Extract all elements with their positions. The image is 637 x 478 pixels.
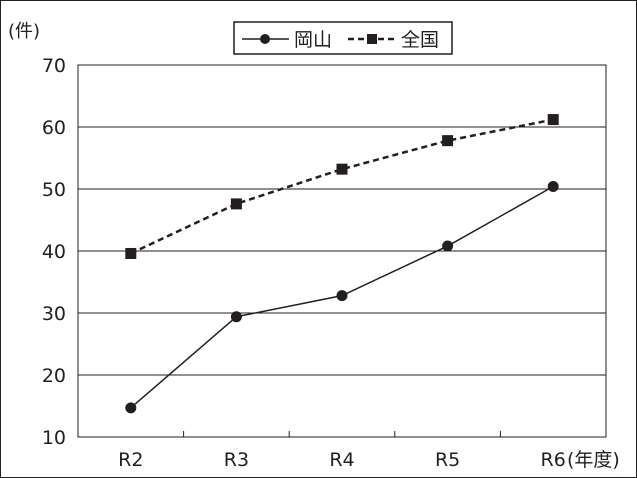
y-tick-label-60: 60 [42,117,66,139]
x-tick-label-R2: R2 [118,449,143,471]
legend-national-label: 全国 [401,29,439,51]
x-tick-label-R6: R6 [541,449,566,471]
series-national [125,114,559,259]
data-point-0-R5 [442,240,454,252]
gridlines [78,126,606,376]
x-axis-label: (年度) [567,449,620,471]
y-axis-label: (件) [8,21,40,42]
legend-box [233,21,453,55]
data-point-0-R2 [125,402,137,414]
y-tick-label-20: 20 [42,365,66,387]
data-point-0-R4 [336,290,348,302]
data-point-1-R3 [230,198,242,210]
y-tick-label-10: 10 [42,427,66,449]
series-okayama [125,181,559,414]
data-point-1-R4 [336,163,348,175]
data-point-0-R6 [547,181,559,193]
x-axis-tick-labels: R2 R3 R4 R5 R6 [118,449,566,471]
legend-okayama-marker [260,34,270,44]
legend: 岡山 全国 [233,21,453,55]
y-tick-label-40: 40 [42,241,66,263]
y-tick-label-70: 70 [42,55,66,77]
y-tick-label-50: 50 [42,179,66,201]
data-point-1-R6 [547,114,559,126]
y-axis-tick-labels: 10 20 30 40 50 60 70 [42,55,66,449]
x-tick-label-R4: R4 [329,449,354,471]
series-line-1 [130,118,554,255]
plot-area [77,64,607,438]
x-tick-label-R3: R3 [224,449,249,471]
y-tick-label-30: 30 [42,303,66,325]
legend-national-marker [367,34,377,44]
x-tick-label-R5: R5 [435,449,460,471]
legend-okayama-label: 岡山 [294,29,332,51]
data-point-0-R3 [230,311,242,323]
data-point-1-R2 [125,247,137,259]
data-point-1-R5 [442,135,454,147]
x-axis-ticks [183,431,501,437]
series-group [125,114,559,414]
